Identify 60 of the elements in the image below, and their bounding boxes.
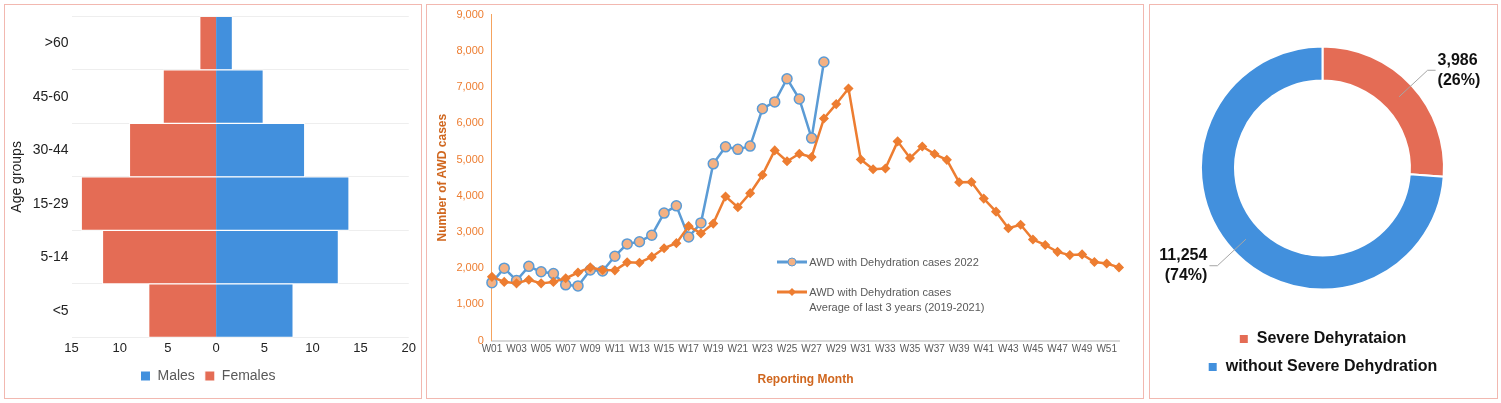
x-tick-label: W19 (702, 343, 724, 355)
x-tick-label: W07 (555, 343, 577, 355)
y-tick-label: 6,000 (456, 116, 484, 129)
x-tick-label: W45 (1022, 343, 1044, 355)
x-tick-label: W01 (481, 343, 503, 355)
x-tick-label: W05 (530, 343, 552, 355)
y-axis-title: Number of AWD cases (434, 113, 449, 242)
x-tick-label: 15 (353, 339, 368, 355)
data-label: 3,986 (26%) (1437, 50, 1481, 88)
x-tick-label: W09 (580, 343, 602, 355)
x-tick-label: W03 (506, 343, 528, 355)
x-tick-label: W39 (948, 343, 970, 355)
y-tick-label: 4,000 (456, 188, 484, 201)
x-tick-label: W21 (727, 343, 749, 355)
y-tick-label: 7,000 (456, 80, 484, 93)
x-tick-label: 20 (401, 339, 416, 355)
x-tick-label: W15 (653, 343, 675, 355)
x-tick-label: 5 (164, 339, 172, 355)
y-tick-label: >60 (44, 34, 69, 51)
legend-label: Males (157, 366, 195, 383)
x-axis-title: Reporting Month (757, 372, 854, 387)
legend-label: Severe Dehyrataion (1256, 329, 1407, 347)
x-tick-label: W35 (899, 343, 921, 355)
legend-label: AWD with Dehydration cases 2022 (809, 255, 979, 268)
x-tick-label: W29 (825, 343, 847, 355)
y-tick-label: 45-60 (32, 87, 69, 104)
x-tick-label: W17 (678, 343, 700, 355)
data-label: 11,254 (74%) (1159, 246, 1208, 284)
x-tick-label: W33 (875, 343, 897, 355)
y-tick-label: 3,000 (456, 224, 484, 237)
x-tick-label: W41 (973, 343, 995, 355)
x-tick-label: 15 (64, 339, 79, 355)
legend-label: AWD with Dehydration cases Average of last 3 years (2019-2021) (809, 285, 985, 313)
y-tick-label: 30-44 (32, 141, 69, 158)
x-tick-label: W51 (1096, 343, 1118, 355)
x-tick-label: W23 (752, 343, 774, 355)
x-tick-label: 5 (260, 339, 268, 355)
x-tick-label: W43 (998, 343, 1020, 355)
x-tick-label: W13 (629, 343, 651, 355)
legend-label: without Severe Dehydration (1224, 357, 1438, 375)
x-tick-label: W37 (924, 343, 946, 355)
y-axis-title: Age groups (8, 141, 25, 213)
legend-label: Females (221, 366, 276, 383)
y-tick-label: 9,000 (456, 7, 484, 20)
x-tick-label: W49 (1071, 343, 1093, 355)
y-tick-label: 15-29 (32, 194, 69, 211)
y-tick-label: 8,000 (456, 43, 484, 56)
x-tick-label: W25 (776, 343, 798, 355)
x-tick-label: 10 (112, 339, 128, 355)
x-tick-label: W47 (1047, 343, 1069, 355)
x-tick-label: 0 (212, 339, 220, 355)
y-tick-label: 1,000 (456, 297, 484, 310)
x-tick-label: W27 (801, 343, 823, 355)
y-tick-label: 5,000 (456, 152, 484, 165)
y-tick-label: <5 (52, 301, 69, 318)
y-tick-label: 2,000 (456, 261, 484, 274)
x-tick-label: W11 (604, 343, 626, 355)
y-tick-label: 5-14 (40, 248, 69, 265)
x-tick-label: 10 (305, 339, 320, 355)
x-tick-label: W31 (850, 343, 872, 355)
